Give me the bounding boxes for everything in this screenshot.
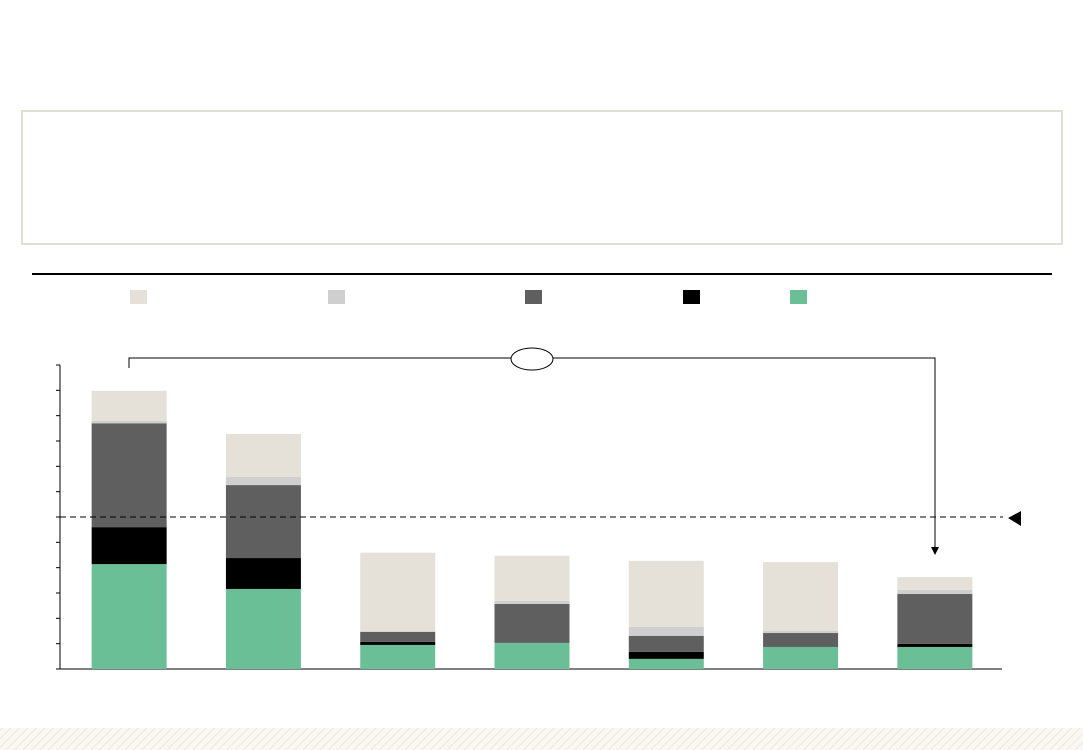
bar-segment [225,588,301,669]
bar-segment [897,594,973,644]
footer-strip [0,728,1083,750]
bar-segment [225,476,301,486]
bar-segment [225,558,301,589]
plot [56,290,1003,670]
bar-segment [628,560,704,627]
bar-segment [897,589,973,595]
legend-swatch [525,290,542,304]
bar-segment [91,390,167,421]
bar-segment [628,626,704,636]
bar-segment [91,420,167,424]
bar-segment [91,564,167,669]
legend-swatch [130,290,147,304]
legend-swatch [328,290,345,304]
bar-segment [763,633,839,647]
bar-segment [628,635,704,652]
bar-segment [763,646,839,669]
legend-swatch [790,290,807,304]
bar-segment [628,658,704,669]
info-box [21,110,1063,245]
arrow-head [931,547,939,555]
bar-segment [91,423,167,528]
bar-segment [360,631,436,642]
bar-segment [494,603,570,643]
bar-segment [225,485,301,559]
bar-segment [897,646,973,669]
bar-segment [360,641,436,645]
bar-segment [225,433,301,477]
legend-swatch [683,290,700,304]
bar-segment [763,631,839,634]
bar-segment [494,555,570,601]
reference-marker [1008,511,1021,526]
bar-segment [494,600,570,604]
callout-ellipse [510,347,554,371]
bar-segment [91,527,167,565]
bar-segment [360,644,436,669]
bar-segment [897,643,973,647]
bar-segment [763,562,839,631]
bar-segment [897,577,973,590]
bar-segment [628,651,704,659]
bar-segment [360,552,436,632]
bar-segment [494,642,570,669]
